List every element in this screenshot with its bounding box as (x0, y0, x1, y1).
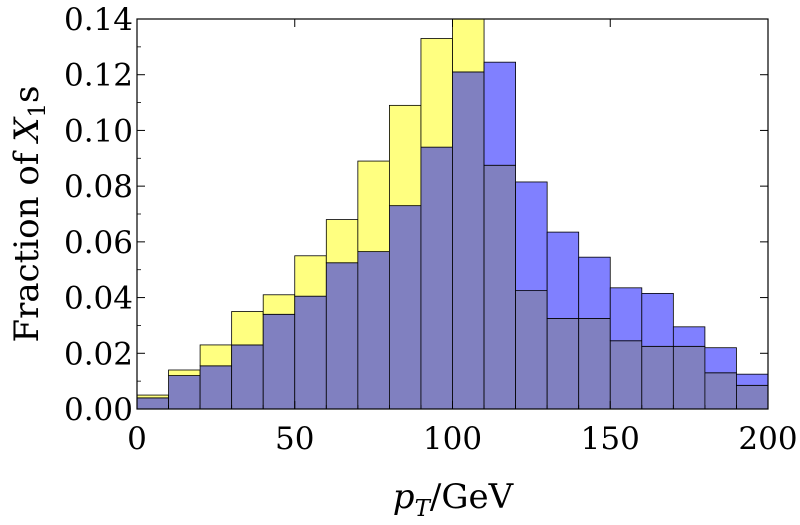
y-tick-label: 0.02 (64, 336, 133, 372)
x-tick-label: 200 (738, 421, 797, 457)
yellow-bar (262, 294, 296, 315)
yellow-bar (199, 344, 233, 367)
yellow-bar (231, 311, 264, 346)
ticks-layer: 0 50 100 150 200 0.00 0.02 0.04 0.06 0.08 0.10 0.12… (64, 2, 798, 457)
y-tick-label: 0.04 (64, 281, 133, 317)
overlap-bar (609, 340, 643, 410)
x-tick-label: 150 (581, 421, 640, 457)
overlap-bar (199, 365, 233, 410)
overlap-bar (515, 290, 548, 410)
overlap-bar (483, 164, 516, 410)
yellow-bar (294, 255, 327, 297)
overlap-bar (578, 318, 611, 410)
yellow-bar (136, 394, 169, 399)
overlap-bar (168, 375, 201, 410)
y-tick-label: 0.12 (64, 58, 133, 94)
overlap-bar (420, 146, 453, 410)
x-axis-title: pT/GeV (393, 477, 515, 522)
overlap-bar (546, 318, 580, 410)
overlap-bar (388, 205, 422, 410)
blue-bar (515, 181, 548, 292)
y-axis-title: Fraction of X1s (7, 85, 51, 342)
y-tick-label: 0.10 (64, 113, 133, 149)
yellow-bar (452, 18, 485, 73)
y-tick-label: 0.14 (64, 2, 133, 38)
overlap-bar (262, 313, 296, 410)
overlap-bar (452, 71, 485, 410)
overlap-bar (672, 345, 706, 410)
y-tick-label: 0.08 (64, 169, 133, 205)
blue-bar (483, 61, 516, 166)
x-tick-label: 0 (127, 421, 147, 457)
overlap-bar (704, 372, 737, 410)
blue-bar (704, 347, 737, 374)
yellow-bar (420, 38, 453, 148)
yellow-bar (388, 104, 422, 207)
blue-bar (546, 231, 580, 319)
x-tick-label: 100 (423, 421, 482, 457)
blue-bar (609, 287, 643, 342)
yellow-bar (357, 160, 390, 253)
y-tick-label: 0.06 (64, 225, 133, 261)
overlap-bar (325, 262, 359, 410)
y-tick-label: 0.00 (64, 392, 133, 428)
overlap-bar (231, 344, 264, 410)
overlap-bar (136, 397, 169, 410)
yellow-bar (325, 219, 359, 264)
blue-bar (672, 326, 706, 347)
overlap-bar (736, 384, 769, 410)
blue-bar (641, 292, 674, 347)
blue-bar (578, 256, 611, 319)
overlap-bar (641, 345, 674, 410)
overlap-bar (294, 295, 327, 410)
blue-bar (736, 373, 769, 386)
bars-layer (136, 18, 769, 410)
overlap-bar (357, 251, 390, 410)
x-tick-label: 50 (275, 421, 314, 457)
yellow-bar (168, 369, 201, 376)
